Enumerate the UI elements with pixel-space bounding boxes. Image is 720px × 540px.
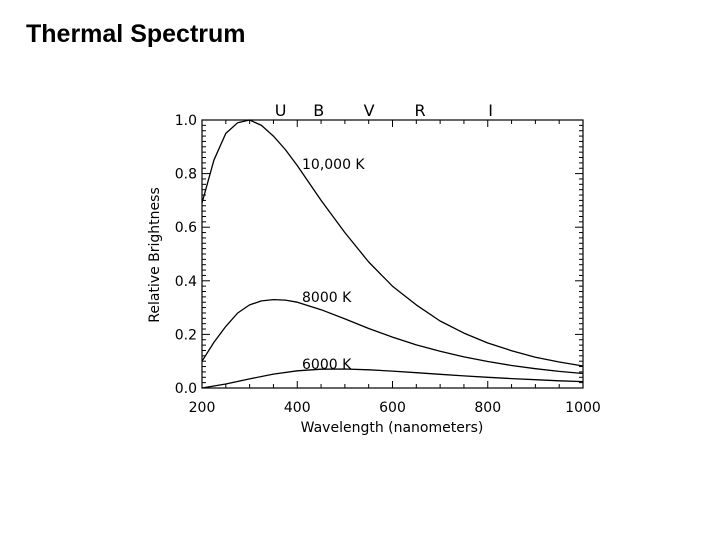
plot-frame (201, 119, 584, 389)
series-line-6000k (201, 368, 584, 389)
y-tick-label: 1.0 (175, 113, 197, 129)
y-axis: 0.0 0.2 0.4 0.6 0.8 1.0 (175, 113, 583, 397)
x-tick-label: 800 (474, 400, 501, 416)
x-axis-title: Wavelength (nanometers) (301, 420, 484, 436)
series-line-10000k (201, 119, 584, 367)
band-label-i: I (488, 101, 493, 120)
plot-border (201, 119, 584, 389)
curve-label: 8000 K (302, 290, 352, 306)
curve-label: 6000 K (302, 357, 352, 373)
x-tick-label: 200 (189, 400, 216, 416)
y-tick-label: 0.8 (175, 167, 197, 183)
curve-label: 10,000 K (302, 157, 365, 173)
x-axis: 200 400 600 800 1000 (189, 120, 601, 416)
x-tick-label: 400 (284, 400, 311, 416)
y-tick-label: 0.6 (175, 220, 197, 236)
curve-labels: 10,000 K 8000 K 6000 K (302, 157, 365, 373)
y-tick-label: 0.4 (175, 274, 197, 290)
band-label-v: V (364, 101, 375, 120)
band-label-r: R (415, 101, 426, 120)
band-label-u: U (275, 101, 287, 120)
band-label-b: B (313, 101, 324, 120)
series-line-8000k (201, 298, 584, 375)
y-tick-label: 0.2 (175, 327, 197, 343)
page-title: Thermal Spectrum (26, 20, 246, 48)
y-axis-title: Relative Brightness (147, 187, 163, 322)
y-tick-label: 0.0 (175, 381, 197, 397)
x-tick-label: 600 (379, 400, 406, 416)
series-lines (201, 119, 584, 389)
x-tick-label: 1000 (565, 400, 601, 416)
